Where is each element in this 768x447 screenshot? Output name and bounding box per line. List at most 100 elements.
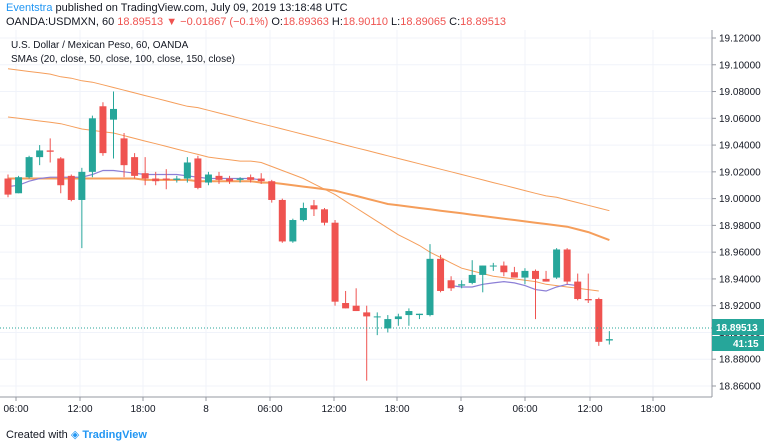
x-tick-label: 9 [458,404,464,415]
y-tick-label: 18.98000 [719,221,761,232]
candle-up [78,171,86,200]
candle-up [183,162,191,179]
candle-up [468,274,476,283]
close-label: C: [449,16,461,28]
candle-down [542,278,550,282]
candle-up [405,311,413,316]
low-value: 18.89065 [400,16,447,28]
y-tick-label: 19.00000 [719,194,761,205]
created-with-label: Created with [6,429,68,441]
close-value: 18.89513 [460,16,507,28]
chart-header: Eventstra published on TradingView.com, … [0,0,768,30]
countdown-tag: 41:15 [733,339,759,350]
candle-down [215,175,223,180]
y-tick-label: 19.08000 [719,87,761,98]
x-tick-label: 06:00 [512,404,537,415]
x-tick-label: 18:00 [130,404,155,415]
symbol-label: OANDA:USDMXN, 60 [6,16,115,28]
candle-up [173,178,181,180]
x-tick-label: 12:00 [321,404,346,415]
candle-up [25,157,33,178]
open-label: O: [271,16,283,28]
time-axis[interactable]: 06:00 12:00 18:00 8 06:00 12:00 18:00 9 06:00 12:… [3,397,666,415]
candle-down [131,157,139,176]
candle-down [278,199,286,242]
candle-down [342,303,350,309]
candle-down [510,272,518,278]
candle-down [584,299,592,301]
candles [4,91,613,381]
candle-down [99,106,107,154]
candle-up [204,174,212,183]
candle-down [595,299,603,342]
candle-up [110,108,117,120]
candle-up [384,319,392,329]
x-tick-label: 12:00 [577,404,602,415]
candle-down [437,258,445,291]
tradingview-link[interactable]: TradingView [82,429,147,441]
candle-down [57,158,65,186]
candle-down [268,181,276,200]
candle-up [521,270,529,278]
candle-down [331,222,339,302]
candle-down [532,270,539,279]
last-price: 18.89513 [117,16,164,28]
y-tick-label: 19.04000 [719,141,761,152]
price-tag: 18.89513 [716,323,758,334]
candle-down [247,177,255,180]
x-tick-label: 8 [203,404,209,415]
x-tick-label: 18:00 [384,404,409,415]
y-tick-label: 18.94000 [719,274,761,285]
candle-down [152,178,160,182]
candle-up [15,177,23,194]
chart-title: U.S. Dollar / Mexican Peso, 60, OANDA [11,40,189,51]
change-value: −0.01867 (−0.1%) [180,16,269,28]
candle-up [458,284,466,286]
candle-up [553,249,561,278]
ohlc-line: OANDA:USDMXN, 60 18.89513 ▼ −0.01867 (−0… [6,16,506,28]
candle-up [299,207,307,221]
sma-50-line [7,116,599,292]
candle-up [426,258,434,316]
sma-legend: SMAs (20, close, 50, close, 100, close, … [11,54,235,65]
candle-up [415,313,423,316]
y-tick-label: 19.10000 [719,60,761,71]
candle-down [226,178,234,182]
candle-down [120,138,128,166]
candle-down [563,249,571,282]
candle-up [394,316,402,320]
down-arrow-icon: ▼ [166,16,178,28]
author-link[interactable]: Eventstra [6,2,53,14]
candle-down [46,150,54,152]
countdown-tag-box [712,336,764,351]
candle-up [373,316,381,318]
x-tick-label: 18:00 [640,404,665,415]
y-tick-label: 19.02000 [719,167,761,178]
sma-150-line [7,68,610,212]
candle-down [162,178,170,180]
sma-100-line [8,177,610,242]
candle-up [605,339,613,341]
candle-down [194,158,202,188]
x-tick-label: 06:00 [3,404,28,415]
y-tick-label: 18.88000 [719,355,761,366]
candle-down [447,280,455,289]
x-tick-label: 06:00 [257,404,282,415]
candle-down [141,173,149,179]
candle-down [500,265,508,273]
y-tick-label: 19.06000 [719,114,761,125]
candle-down [257,178,265,182]
candle-down [4,178,12,195]
candle-up [479,265,487,275]
x-tick-label: 12:00 [67,404,92,415]
price-tag-box [712,319,764,335]
candle-down [363,312,371,317]
candle-up [289,220,297,242]
publish-info: published on TradingView.com, July 09, 2… [55,2,348,14]
candle-up [88,118,96,172]
candle-down [352,305,360,312]
y-tick-label: 18.92000 [719,301,761,312]
y-tick-label: 19.12000 [719,34,761,45]
candle-down [67,175,75,200]
